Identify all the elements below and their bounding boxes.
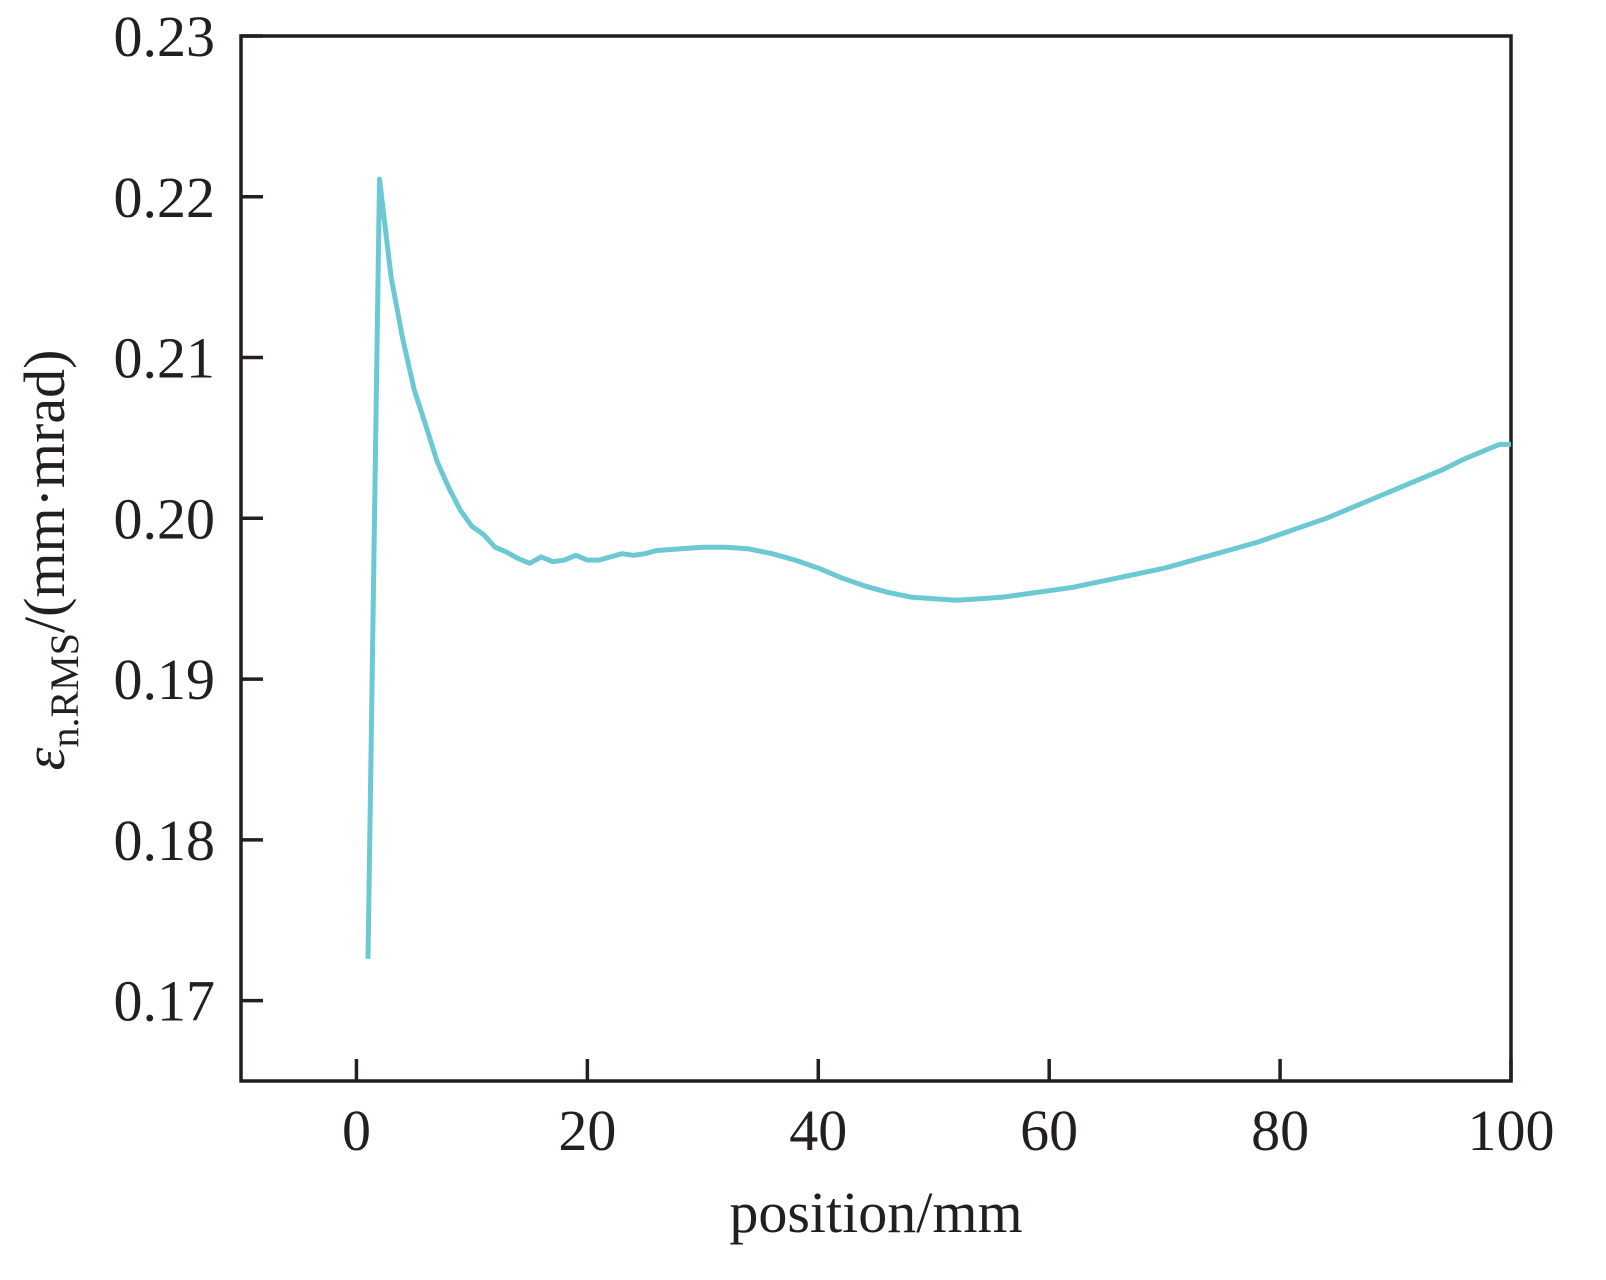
y-tick-labels: 0.17 0.18 0.19 0.20 0.21 0.22 0.23 (114, 4, 216, 1034)
y-tick-label: 0.18 (114, 808, 216, 873)
y-axis-subscript: n.RMS (42, 633, 87, 748)
y-axis-title: εn.RMS/(mm·mrad) (12, 350, 87, 771)
x-tick-label: 0 (342, 1098, 371, 1163)
series-line (365, 176, 1511, 959)
x-tick-label: 100 (1468, 1098, 1555, 1163)
y-tick-label: 0.23 (114, 4, 216, 69)
y-tick-label: 0.20 (114, 486, 216, 551)
y-tick-label: 0.17 (114, 969, 216, 1034)
y-tick-label: 0.19 (114, 647, 216, 712)
x-tick-label: 20 (558, 1098, 616, 1163)
y-axis-symbol: ε (12, 747, 77, 770)
x-tick-labels: 0 20 40 60 80 100 (342, 1098, 1555, 1163)
x-axis-title: position/mm (729, 1180, 1022, 1245)
y-tick-label: 0.22 (114, 165, 216, 230)
x-tick-label: 80 (1251, 1098, 1309, 1163)
x-tick-label: 40 (789, 1098, 847, 1163)
ticks (241, 34, 1513, 1081)
y-axis-unit: /(mm·mrad) (12, 350, 77, 633)
x-tick-label: 60 (1020, 1098, 1078, 1163)
y-tick-label: 0.21 (114, 326, 216, 391)
plot-frame (239, 34, 1513, 1083)
